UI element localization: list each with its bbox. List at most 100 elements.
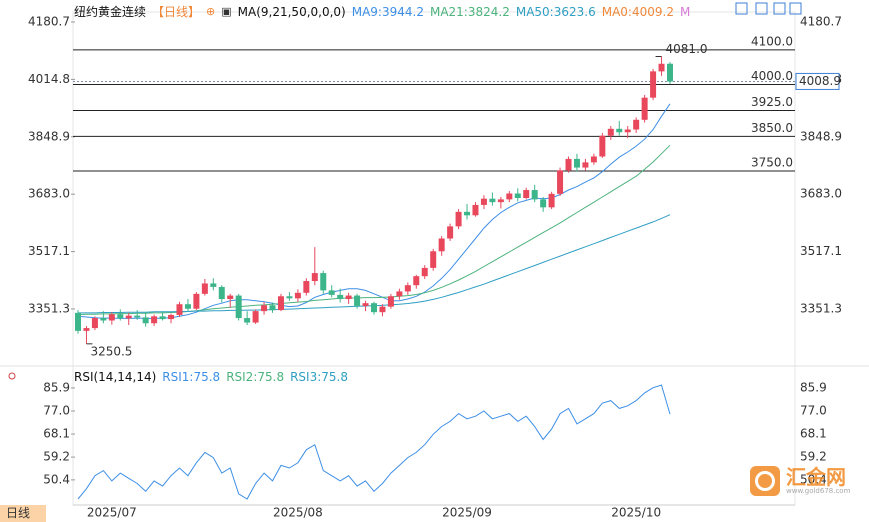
y-tick-label-right: 85.9 — [800, 380, 827, 394]
candle-body — [540, 199, 547, 208]
watermark: 汇金网 www.gold678.com — [750, 466, 850, 496]
indicator-label: MA(9,21,50,0,0,0) — [237, 4, 346, 19]
period-label: 【日线】 — [152, 5, 201, 19]
high-label: 4081.0 — [666, 42, 708, 56]
legend-entry: MA0:4009.2 — [601, 4, 674, 19]
candle-body — [590, 156, 597, 163]
chart-title: 纽约黄金连续 — [74, 5, 147, 19]
candle-body — [633, 119, 640, 130]
toolbar — [735, 2, 802, 15]
candle-body — [294, 292, 301, 299]
candle-body — [269, 305, 276, 311]
legend-entry: MA50:3623.6 — [515, 4, 596, 19]
candle-body — [176, 304, 183, 315]
x-tick-label: 2025/09 — [442, 506, 492, 520]
candle-body — [472, 204, 479, 216]
candle-body — [421, 267, 428, 277]
candle-body — [201, 283, 208, 294]
last-price-label: 4008.9 — [799, 74, 841, 88]
candle-body — [252, 311, 259, 323]
candle-body — [599, 135, 606, 157]
candle-body — [134, 315, 141, 318]
tool-button[interactable] — [773, 2, 786, 15]
candle-body — [607, 128, 614, 136]
candle-body — [83, 328, 90, 331]
legend-entry: RSI3:75.8 — [290, 370, 348, 384]
watermark-text: 汇金网 www.gold678.com — [786, 467, 850, 495]
y-tick-label: 4014.8 — [28, 72, 70, 86]
rsi-line — [77, 384, 671, 500]
y-tick-label-right: 77.0 — [800, 403, 827, 417]
y-tick-label: 50.4 — [43, 472, 70, 486]
candle-body — [667, 63, 673, 82]
y-tick-label-right: 59.2 — [800, 450, 827, 464]
icon[interactable] — [8, 372, 16, 380]
price-legend: 纽约黄金连续 【日线】 ⊕ ▣ MA(9,21,50,0,0,0) MA9:3944.2 M… — [74, 3, 690, 20]
tool-button[interactable] — [789, 2, 802, 15]
candle-body — [168, 314, 175, 320]
candle-body — [447, 226, 454, 239]
candle-body — [514, 193, 521, 199]
candle-body — [565, 158, 572, 171]
y-tick-label: 3683.0 — [28, 187, 70, 201]
candle-body — [125, 315, 132, 319]
y-tick-label: 77.0 — [43, 403, 70, 417]
candle-body — [480, 198, 487, 205]
y-tick-label: 68.1 — [43, 427, 70, 441]
level-label: 3750.0 — [751, 156, 793, 170]
candle-body — [91, 318, 98, 329]
candle-body — [455, 211, 462, 227]
candle-body — [159, 316, 166, 320]
icon[interactable]: ⊕ — [206, 5, 216, 18]
candle-body — [362, 303, 369, 306]
tool-button[interactable] — [755, 2, 768, 15]
y-tick-label-right: 3848.9 — [800, 129, 842, 143]
candle-body — [387, 296, 394, 307]
ma-line — [77, 103, 671, 319]
candle-body — [548, 193, 555, 208]
candle-body — [108, 314, 115, 321]
last-price-box — [795, 72, 840, 90]
candle-body — [557, 170, 564, 194]
candle-body — [497, 199, 504, 203]
candle-body — [464, 211, 471, 216]
candle-body — [286, 296, 293, 299]
watermark-name: 汇金网 — [786, 465, 846, 489]
candle-body — [616, 128, 623, 133]
candle-body — [100, 318, 107, 321]
candle-body — [531, 190, 538, 200]
candle-body — [244, 318, 251, 323]
candle-body — [227, 295, 234, 300]
candle-body — [320, 273, 327, 291]
candle-body — [650, 71, 657, 98]
candle-body — [641, 97, 648, 120]
candle-body — [658, 63, 665, 72]
sun-icon[interactable] — [8, 372, 16, 380]
legend-entry: RSI1:75.8 — [162, 370, 221, 384]
candle-body — [624, 129, 631, 133]
candle-body — [142, 317, 149, 324]
level-label: 4100.0 — [751, 34, 793, 48]
y-tick-label: 3351.3 — [28, 301, 70, 315]
icon[interactable]: ▣ — [221, 5, 232, 18]
y-tick-label-right: 68.1 — [800, 427, 827, 441]
candle-body — [430, 251, 437, 268]
y-tick-label: 4180.7 — [28, 14, 70, 28]
level-label: 4000.0 — [751, 69, 793, 83]
period-button[interactable]: 日线 — [0, 505, 46, 522]
y-tick-label: 3517.1 — [28, 244, 70, 258]
tool-button[interactable] — [735, 2, 748, 15]
candle-body — [413, 276, 420, 286]
candle-body — [311, 273, 318, 282]
x-tick-label: 2025/07 — [87, 506, 137, 520]
candle-body — [184, 304, 191, 309]
y-tick-label-right: 4180.7 — [800, 14, 842, 28]
candle-body — [193, 293, 200, 309]
candle-body — [75, 312, 81, 331]
y-tick-label-right: 3683.0 — [800, 187, 842, 201]
legend-entry: MA9:3944.2 — [351, 4, 424, 19]
candle-body — [396, 291, 403, 297]
low-label: 3250.5 — [90, 344, 132, 358]
candle-body — [277, 296, 284, 311]
